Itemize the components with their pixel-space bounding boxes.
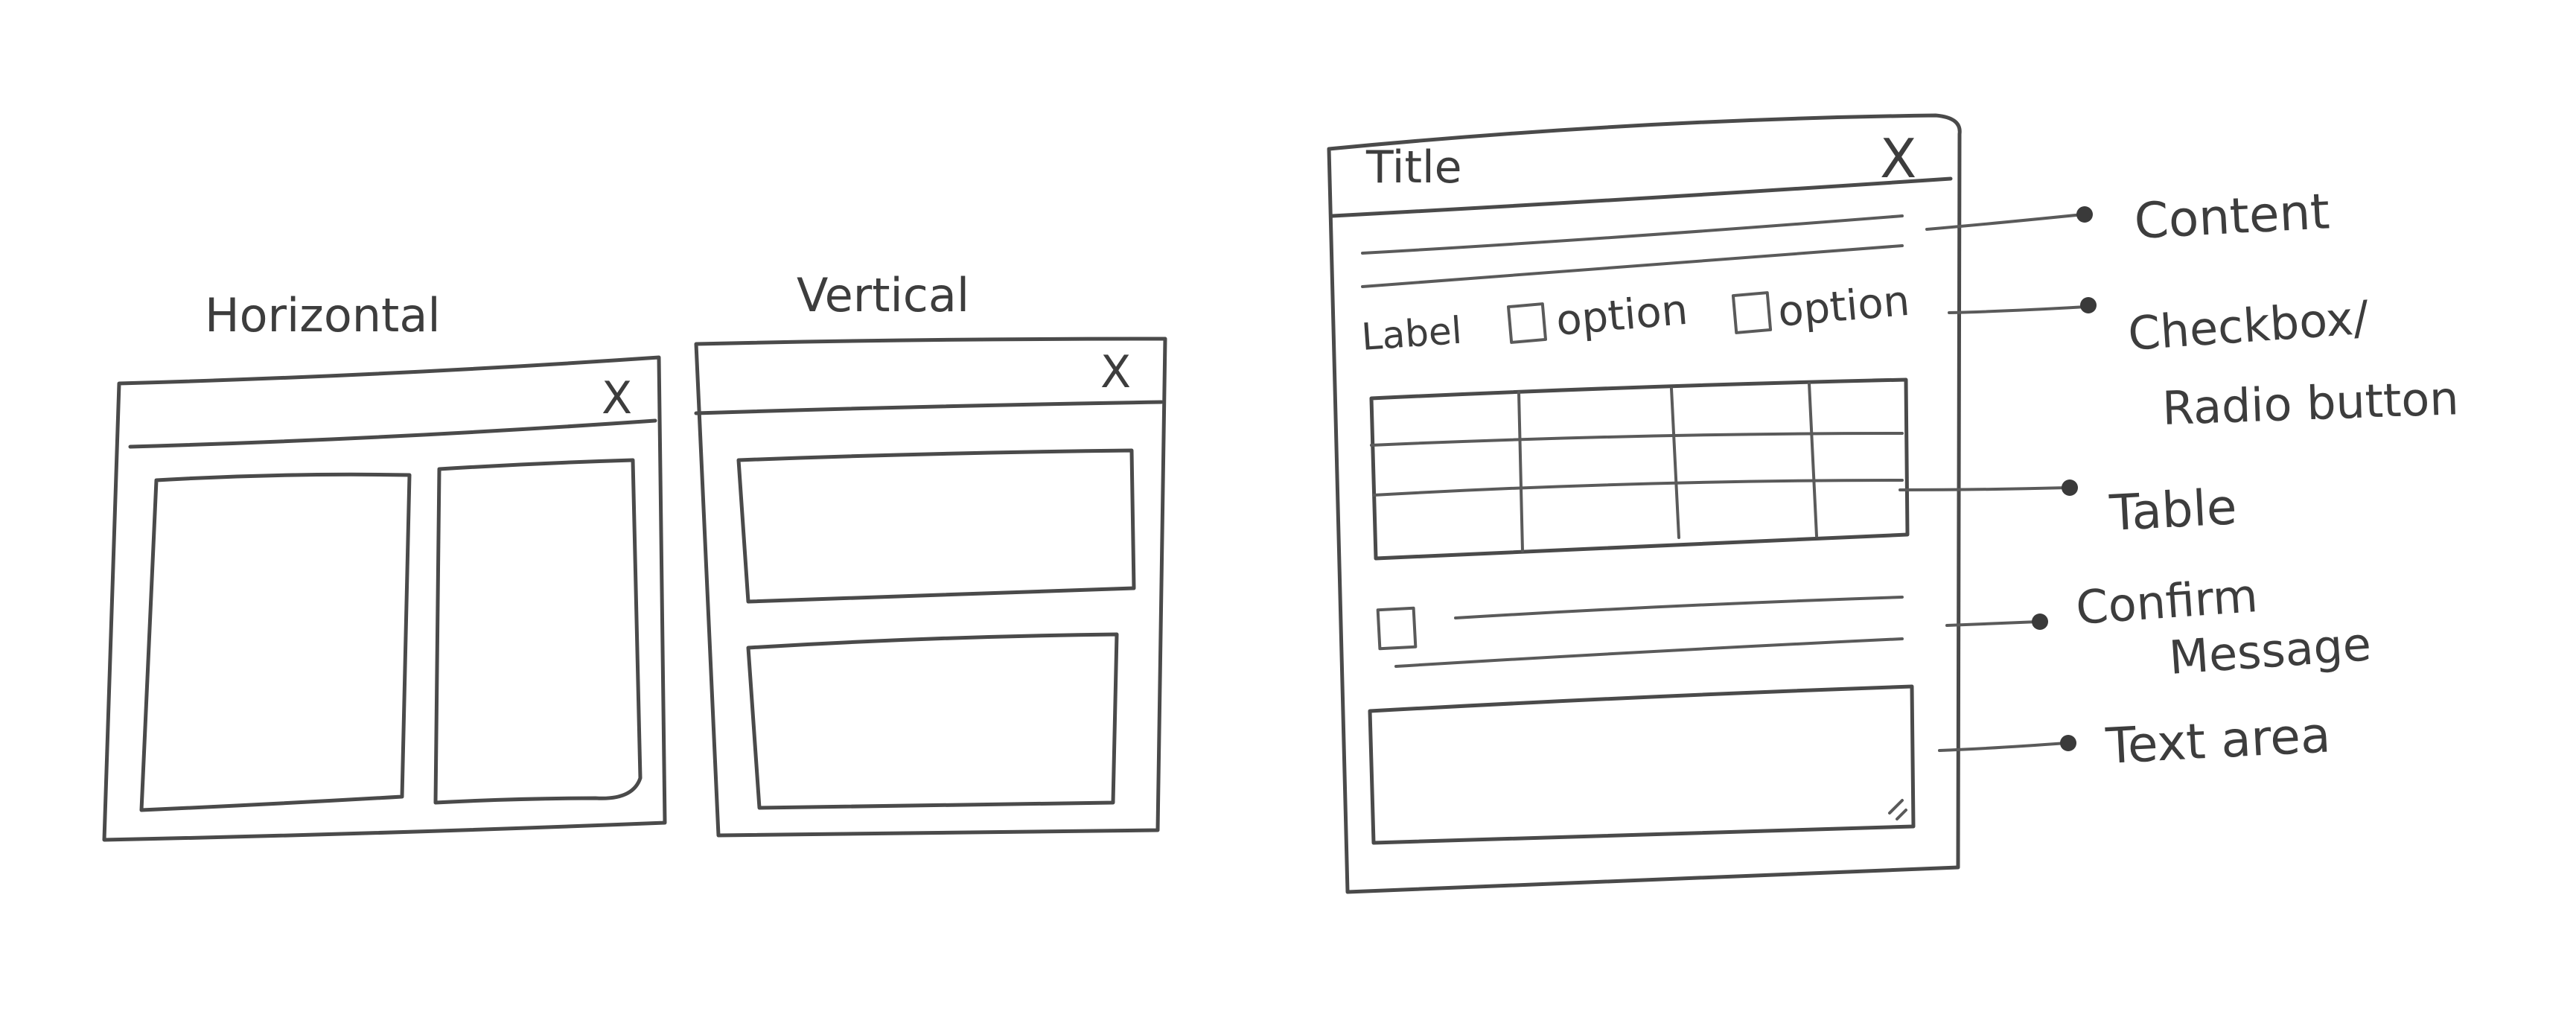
table-callout-dot: [2062, 479, 2078, 496]
textarea-callout-line: [1938, 742, 2068, 752]
vertical-window: Vertical X: [694, 268, 1167, 838]
checkbox-callout-line: [1948, 305, 2088, 314]
checkbox-callout-label-2: Radio button: [2161, 371, 2460, 436]
confirm-callout-label-2: Message: [2167, 616, 2373, 685]
option-1-label: option: [1555, 286, 1690, 345]
confirm-message-line-2: [1394, 637, 1904, 668]
content-line-1: [1361, 214, 1904, 255]
horizontal-window: Horizontal X: [102, 288, 667, 842]
confirm-callout-label-1: Confirm: [2074, 568, 2260, 635]
vertical-title-bar-line: [694, 400, 1164, 415]
table-row-line-1: [1370, 432, 1904, 447]
content-callout-label: Content: [2133, 182, 2331, 250]
horizontal-right-pane: [433, 458, 643, 805]
table-callout-line: [1898, 486, 2070, 491]
confirm-checkbox[interactable]: [1376, 606, 1418, 651]
option-2-label: option: [1776, 277, 1912, 337]
vertical-bottom-pane: [746, 632, 1119, 810]
checkbox-callout-label-1: Checkbox/: [2126, 290, 2371, 361]
horizontal-title-bar-line: [128, 418, 657, 449]
content-callout-dot: [2076, 206, 2093, 223]
checkbox-callout-dot: [2080, 297, 2097, 313]
dialog-window: Title X Label option option: [1327, 113, 1962, 894]
table-col-line-2: [1670, 387, 1680, 539]
table-col-line-3: [1808, 382, 1818, 538]
dialog-title: Title: [1365, 141, 1462, 194]
table-callout-label: Table: [2108, 478, 2238, 542]
dialog-frame: [1327, 113, 1962, 894]
dialog-field-label: Label: [1360, 309, 1464, 359]
textarea-callout-label: Text area: [2104, 706, 2332, 775]
option-2-checkbox[interactable]: [1731, 291, 1773, 334]
dialog-close-icon[interactable]: X: [1880, 127, 1916, 190]
horizontal-close-icon[interactable]: X: [602, 372, 632, 424]
table-border: [1369, 377, 1910, 561]
vertical-close-icon[interactable]: X: [1100, 346, 1131, 398]
content-line-2: [1361, 244, 1904, 288]
dialog-table: [1369, 377, 1910, 561]
confirm-callout-line: [1945, 620, 2040, 627]
vertical-window-frame: [694, 337, 1167, 838]
confirm-message-line-1: [1454, 596, 1904, 619]
horizontal-window-frame: [102, 355, 667, 842]
option-1-checkbox[interactable]: [1506, 302, 1548, 344]
table-col-line-1: [1517, 391, 1524, 552]
callouts: Content Checkbox/ Radio button Table Con…: [1898, 182, 2460, 775]
textarea-callout-dot: [2060, 735, 2076, 751]
table-row-line-2: [1372, 479, 1904, 497]
text-area[interactable]: [1368, 684, 1916, 845]
horizontal-label: Horizontal: [205, 288, 441, 342]
resize-handle-icon[interactable]: [1888, 799, 1907, 820]
confirm-callout-dot: [2032, 614, 2048, 630]
content-callout-line: [1925, 213, 2085, 231]
vertical-label: Vertical: [797, 268, 969, 322]
horizontal-left-pane: [139, 472, 412, 812]
dialog-title-divider: [1330, 176, 1953, 218]
vertical-top-pane: [736, 448, 1136, 604]
